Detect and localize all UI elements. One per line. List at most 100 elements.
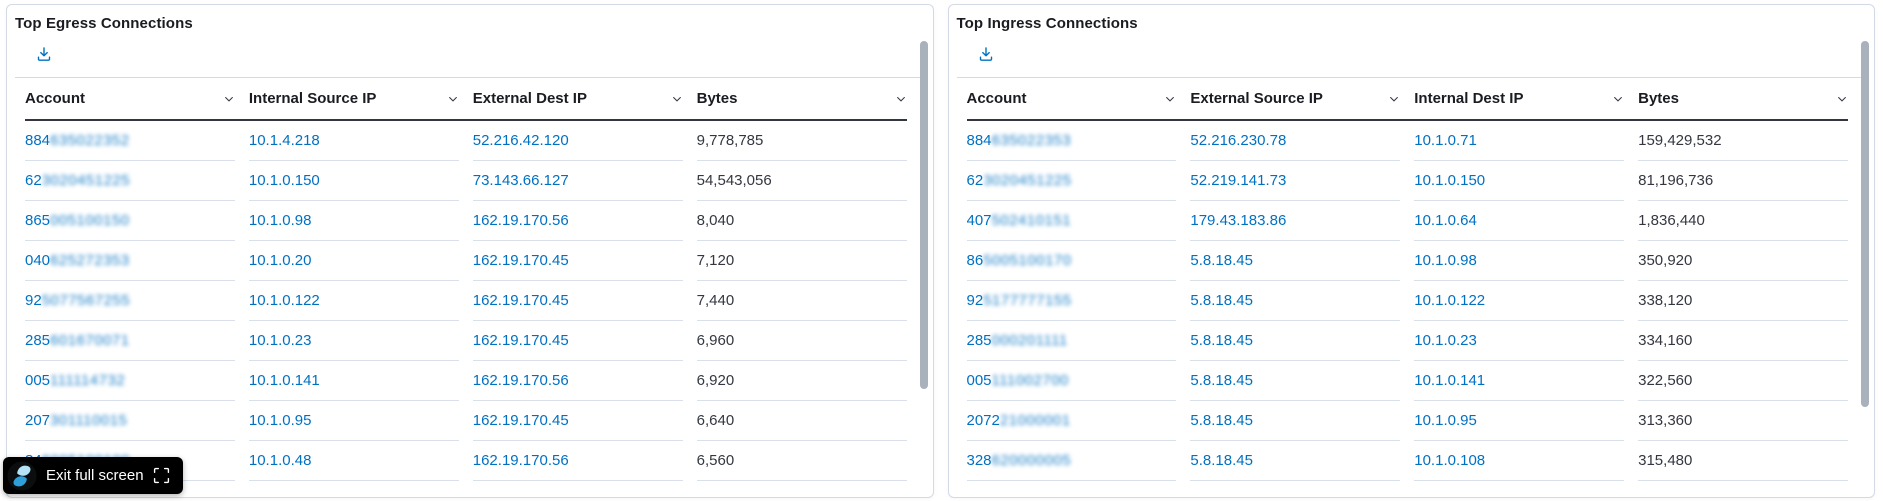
account-link: 623020451225 bbox=[966, 172, 1072, 189]
dest-ip-cell[interactable]: 10.1.0.23 bbox=[1414, 321, 1625, 361]
vertical-scrollbar[interactable] bbox=[919, 41, 928, 389]
dest-ip-cell[interactable]: 10.1.0.141 bbox=[1414, 361, 1625, 401]
account-link: 005111114732 bbox=[25, 372, 126, 389]
column-header-bytes[interactable]: Bytes bbox=[697, 78, 907, 119]
chevron-down-icon bbox=[447, 93, 459, 105]
source-ip-cell[interactable]: 10.1.0.23 bbox=[248, 321, 459, 361]
source-ip-cell[interactable]: 5.8.18.45 bbox=[1190, 281, 1401, 321]
dest-ip-cell[interactable]: 162.19.170.45 bbox=[472, 321, 683, 361]
source-ip-cell[interactable]: 10.1.0.48 bbox=[248, 441, 459, 481]
account-cell[interactable]: 865005100170 bbox=[966, 241, 1177, 281]
account-cell[interactable]: 285000201111 bbox=[966, 321, 1177, 361]
ip-link: 5.8.18.45 bbox=[1190, 252, 1253, 269]
ip-link: 10.1.0.95 bbox=[248, 412, 312, 429]
source-ip-cell[interactable]: 5.8.18.45 bbox=[1190, 361, 1401, 401]
account-link: 005111002700 bbox=[966, 372, 1069, 389]
column-header-account[interactable]: Account bbox=[25, 78, 235, 119]
source-ip-cell[interactable]: 5.8.18.45 bbox=[1190, 401, 1401, 441]
ip-link: 10.1.0.95 bbox=[1414, 412, 1477, 429]
bytes-cell: 6,960 bbox=[696, 321, 907, 361]
column-header-bytes[interactable]: Bytes bbox=[1638, 78, 1848, 119]
source-ip-cell[interactable]: 5.8.18.45 bbox=[1190, 321, 1401, 361]
ip-link: 10.1.0.122 bbox=[248, 292, 320, 309]
account-cell[interactable]: 865005100150 bbox=[25, 201, 235, 241]
bytes-cell: 7,440 bbox=[696, 281, 907, 321]
account-cell[interactable]: 407502410151 bbox=[966, 201, 1177, 241]
ip-link: 10.1.0.141 bbox=[1414, 372, 1486, 389]
account-cell[interactable]: 005111002700 bbox=[966, 361, 1177, 401]
account-cell[interactable]: 884635022352 bbox=[25, 121, 235, 161]
account-cell[interactable]: 925177777155 bbox=[966, 281, 1177, 321]
source-ip-cell[interactable]: 10.1.0.98 bbox=[248, 201, 459, 241]
account-cell[interactable]: 040625272353 bbox=[25, 241, 235, 281]
column-header-external-source-ip[interactable]: External Source IP bbox=[1190, 78, 1400, 119]
dest-ip-cell[interactable]: 10.1.0.71 bbox=[1414, 121, 1625, 161]
download-button[interactable] bbox=[34, 45, 54, 65]
dest-ip-cell[interactable]: 162.19.170.45 bbox=[472, 241, 683, 281]
ip-link: 10.1.0.23 bbox=[1414, 332, 1477, 349]
account-link: 207301110015 bbox=[25, 412, 128, 429]
table-row: 285601670071 10.1.0.23 162.19.170.45 6,9… bbox=[25, 321, 907, 361]
dest-ip-cell[interactable]: 10.1.0.64 bbox=[1414, 201, 1625, 241]
column-header-external-dest-ip[interactable]: External Dest IP bbox=[473, 78, 683, 119]
column-header-account[interactable]: Account bbox=[967, 78, 1177, 119]
dest-ip-cell[interactable]: 162.19.170.56 bbox=[472, 201, 683, 241]
account-link: 925077567255 bbox=[25, 292, 131, 309]
source-ip-cell[interactable]: 10.1.0.95 bbox=[248, 401, 459, 441]
account-cell[interactable]: 328620000005 bbox=[966, 441, 1177, 481]
ip-link: 10.1.0.108 bbox=[1414, 452, 1486, 469]
chevron-down-icon bbox=[1388, 93, 1400, 105]
chevron-down-icon bbox=[1836, 93, 1848, 105]
table-row: 865005100170 5.8.18.45 10.1.0.98 350,920 bbox=[966, 241, 1848, 281]
source-ip-cell[interactable]: 5.8.18.45 bbox=[1190, 241, 1401, 281]
bytes-cell: 1,836,440 bbox=[1638, 201, 1848, 241]
column-header-internal-dest-ip[interactable]: Internal Dest IP bbox=[1414, 78, 1624, 119]
account-cell[interactable]: 623020451225 bbox=[25, 161, 235, 201]
account-cell[interactable]: 623020451225 bbox=[966, 161, 1177, 201]
dest-ip-cell[interactable]: 10.1.0.95 bbox=[1414, 401, 1625, 441]
dest-ip-cell[interactable]: 162.19.170.56 bbox=[472, 441, 683, 481]
source-ip-cell[interactable]: 10.1.0.122 bbox=[248, 281, 459, 321]
source-ip-cell[interactable]: 52.216.230.78 bbox=[1190, 121, 1401, 161]
ip-link: 52.216.230.78 bbox=[1190, 132, 1287, 149]
dest-ip-cell[interactable]: 162.19.170.45 bbox=[472, 401, 683, 441]
account-link: 865005100150 bbox=[25, 212, 130, 229]
source-ip-cell[interactable]: 10.1.4.218 bbox=[248, 121, 459, 161]
ip-link: 179.43.183.86 bbox=[1190, 212, 1287, 229]
dest-ip-cell[interactable]: 10.1.0.108 bbox=[1414, 441, 1625, 481]
dest-ip-cell[interactable]: 162.19.170.45 bbox=[472, 281, 683, 321]
account-cell[interactable]: 884635022353 bbox=[966, 121, 1177, 161]
ip-link: 10.1.0.64 bbox=[1414, 212, 1477, 229]
download-button[interactable] bbox=[976, 45, 996, 65]
panel-title: Top Ingress Connections bbox=[956, 15, 1138, 32]
table-row: 207301110015 10.1.0.95 162.19.170.45 6,6… bbox=[25, 401, 907, 441]
account-cell[interactable]: 207221000001 bbox=[966, 401, 1177, 441]
dest-ip-cell[interactable]: 10.1.0.150 bbox=[1414, 161, 1625, 201]
account-cell[interactable]: 925077567255 bbox=[25, 281, 235, 321]
bytes-cell: 338,120 bbox=[1638, 281, 1848, 321]
dest-ip-cell[interactable]: 52.216.42.120 bbox=[472, 121, 683, 161]
account-cell[interactable]: 285601670071 bbox=[25, 321, 235, 361]
dest-ip-cell[interactable]: 162.19.170.56 bbox=[472, 361, 683, 401]
vertical-scrollbar[interactable] bbox=[1861, 41, 1869, 407]
dest-ip-cell[interactable]: 73.143.66.127 bbox=[472, 161, 683, 201]
column-header-internal-source-ip[interactable]: Internal Source IP bbox=[249, 78, 459, 119]
account-cell[interactable]: 207301110015 bbox=[25, 401, 235, 441]
exit-full-screen-button[interactable]: Exit full screen bbox=[3, 457, 183, 494]
source-ip-cell[interactable]: 52.219.141.73 bbox=[1190, 161, 1401, 201]
chevron-down-icon bbox=[1164, 93, 1176, 105]
chevron-down-icon bbox=[223, 93, 235, 105]
table-row: 925177777155 5.8.18.45 10.1.0.122 338,12… bbox=[966, 281, 1848, 321]
source-ip-cell[interactable]: 179.43.183.86 bbox=[1190, 201, 1401, 241]
table-row: 407502410151 179.43.183.86 10.1.0.64 1,8… bbox=[966, 201, 1848, 241]
dest-ip-cell[interactable]: 10.1.0.98 bbox=[1414, 241, 1625, 281]
account-cell[interactable]: 005111114732 bbox=[25, 361, 235, 401]
chevron-down-icon bbox=[671, 93, 683, 105]
source-ip-cell[interactable]: 5.8.18.45 bbox=[1190, 441, 1401, 481]
bytes-cell: 322,560 bbox=[1638, 361, 1848, 401]
account-link: 207221000001 bbox=[966, 412, 1071, 429]
dest-ip-cell[interactable]: 10.1.0.122 bbox=[1414, 281, 1625, 321]
source-ip-cell[interactable]: 10.1.0.20 bbox=[248, 241, 459, 281]
source-ip-cell[interactable]: 10.1.0.150 bbox=[248, 161, 459, 201]
source-ip-cell[interactable]: 10.1.0.141 bbox=[248, 361, 459, 401]
